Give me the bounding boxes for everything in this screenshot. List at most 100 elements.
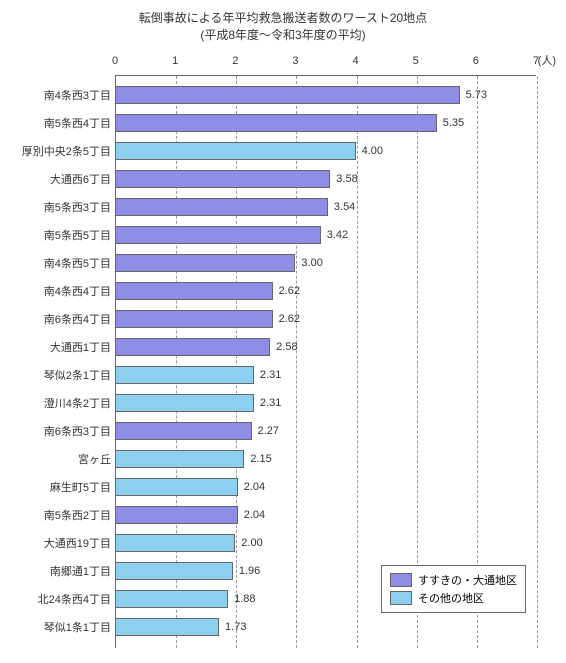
bar-rect [115, 114, 437, 132]
bar-category-label: 厚別中央2条5丁目 [10, 143, 115, 159]
bar-value-label: 1.88 [228, 593, 255, 605]
bar-rect [115, 142, 356, 160]
bar-category-label: 南5条西2丁目 [10, 507, 115, 523]
bar-row: 澄川4条2丁目 2.31 [10, 389, 536, 417]
gridline [537, 76, 538, 648]
axis-unit-label: (人) [538, 52, 556, 68]
bar-value-label: 5.73 [460, 89, 487, 101]
legend-item: すすきの・大通地区 [390, 572, 517, 588]
bar-row: 南6条西3丁目 2.27 [10, 417, 536, 445]
bar-rect [115, 338, 270, 356]
bar-value-label: 3.54 [328, 201, 355, 213]
bar-category-label: 南6条西3丁目 [10, 423, 115, 439]
bar-rect [115, 310, 273, 328]
bar-rect [115, 198, 328, 216]
x-axis-tick: 3 [292, 55, 298, 67]
bar-rect [115, 478, 238, 496]
bar-row: 大通西1丁目 2.58 [10, 333, 536, 361]
bar-row: 宮ヶ丘 2.15 [10, 445, 536, 473]
bar-row: 大通西6丁目 3.58 [10, 165, 536, 193]
bar-rect [115, 170, 330, 188]
bar-row: 南4条西5丁目 3.00 [10, 249, 536, 277]
bar-value-label: 3.42 [321, 229, 348, 241]
bar-row: 琴似1条1丁目 1.73 [10, 613, 536, 641]
bar-category-label: 大通西6丁目 [10, 171, 115, 187]
bar-category-label: 南6条西4丁目 [10, 311, 115, 327]
x-axis-tick: 1 [172, 55, 178, 67]
bar-row: 琴似2条1丁目 2.31 [10, 361, 536, 389]
bar-value-label: 2.00 [235, 537, 262, 549]
bar-category-label: 南5条西4丁目 [10, 115, 115, 131]
chart-title-line1: 転倒事故による年平均救急搬送者数のワースト20地点 [10, 10, 556, 27]
chart-container: 転倒事故による年平均救急搬送者数のワースト20地点 (平成8年度～令和3年度の平… [10, 10, 556, 653]
bar-value-label: 3.58 [330, 173, 357, 185]
bar-value-label: 1.96 [233, 565, 260, 577]
bar-row: 南5条西2丁目 2.04 [10, 501, 536, 529]
bar-category-label: 麻生町5丁目 [10, 479, 115, 495]
bar-rect [115, 394, 254, 412]
bar-category-label: 南5条西5丁目 [10, 227, 115, 243]
legend-label: すすきの・大通地区 [418, 572, 517, 588]
bar-value-label: 2.31 [254, 369, 281, 381]
bar-category-label: 琴似2条1丁目 [10, 367, 115, 383]
bar-rect [115, 534, 235, 552]
bar-category-label: 澄川4条2丁目 [10, 395, 115, 411]
bar-value-label: 5.35 [437, 117, 464, 129]
bar-value-label: 2.04 [238, 509, 265, 521]
bar-rect [115, 366, 254, 384]
bar-row: 大通西19丁目 2.00 [10, 529, 536, 557]
bar-category-label: 南4条西3丁目 [10, 87, 115, 103]
bar-row: 南5条西4丁目 5.35 [10, 109, 536, 137]
bar-value-label: 2.27 [252, 425, 279, 437]
bar-value-label: 2.31 [254, 397, 281, 409]
bar-rect [115, 282, 273, 300]
legend-item: その他の地区 [390, 590, 517, 606]
bar-value-label: 2.04 [238, 481, 265, 493]
legend-swatch [390, 573, 412, 587]
chart-title-line2: (平成8年度～令和3年度の平均) [10, 27, 556, 44]
x-axis-tick: 6 [473, 55, 479, 67]
x-axis-tick: 2 [232, 55, 238, 67]
x-axis-tick: 5 [413, 55, 419, 67]
bar-rect [115, 590, 228, 608]
bar-category-label: 大通西19丁目 [10, 535, 115, 551]
bar-rect [115, 226, 321, 244]
bar-category-label: 南5条西3丁目 [10, 199, 115, 215]
bar-row: 南6条西4丁目 2.62 [10, 305, 536, 333]
bar-category-label: 大通西1丁目 [10, 339, 115, 355]
legend-swatch [390, 591, 412, 605]
bar-value-label: 4.00 [356, 145, 383, 157]
bar-category-label: 南郷通1丁目 [10, 563, 115, 579]
bar-row: 南4条西3丁目 5.73 [10, 81, 536, 109]
bar-value-label: 2.58 [270, 341, 297, 353]
bar-rect [115, 562, 233, 580]
x-axis-tick: 4 [353, 55, 359, 67]
bar-row: 南4条西4丁目 2.62 [10, 277, 536, 305]
x-axis: 0 1 2 3 4 5 6 7 [115, 55, 536, 75]
bar-row: 麻生町5丁目 2.04 [10, 473, 536, 501]
bar-row: 南5条西3丁目 3.54 [10, 193, 536, 221]
bar-category-label: 宮ヶ丘 [10, 451, 115, 467]
bar-value-label: 3.00 [295, 257, 322, 269]
bar-row: 南5条西5丁目 3.42 [10, 221, 536, 249]
legend-label: その他の地区 [418, 590, 484, 606]
legend: すすきの・大通地区その他の地区 [381, 565, 526, 613]
bar-rect [115, 422, 252, 440]
bar-rect [115, 86, 460, 104]
bar-value-label: 2.15 [244, 453, 271, 465]
bar-row: 厚別中央2条5丁目 4.00 [10, 137, 536, 165]
bar-value-label: 2.62 [273, 285, 300, 297]
x-axis-tick: 0 [112, 55, 118, 67]
bar-rect [115, 254, 295, 272]
bars-area: 南4条西3丁目 5.73 南5条西4丁目 5.35 厚別中央2条5丁目 4.00 大通西6丁… [10, 75, 536, 648]
bar-rect [115, 506, 238, 524]
bar-rect [115, 618, 219, 636]
x-axis-tick: 7 [533, 55, 539, 67]
bar-value-label: 1.73 [219, 621, 246, 633]
bar-category-label: 南4条西4丁目 [10, 283, 115, 299]
bar-category-label: 琴似1条1丁目 [10, 619, 115, 635]
bar-value-label: 2.62 [273, 313, 300, 325]
bar-category-label: 北24条西4丁目 [10, 591, 115, 607]
bar-rect [115, 450, 244, 468]
bar-category-label: 南4条西5丁目 [10, 255, 115, 271]
